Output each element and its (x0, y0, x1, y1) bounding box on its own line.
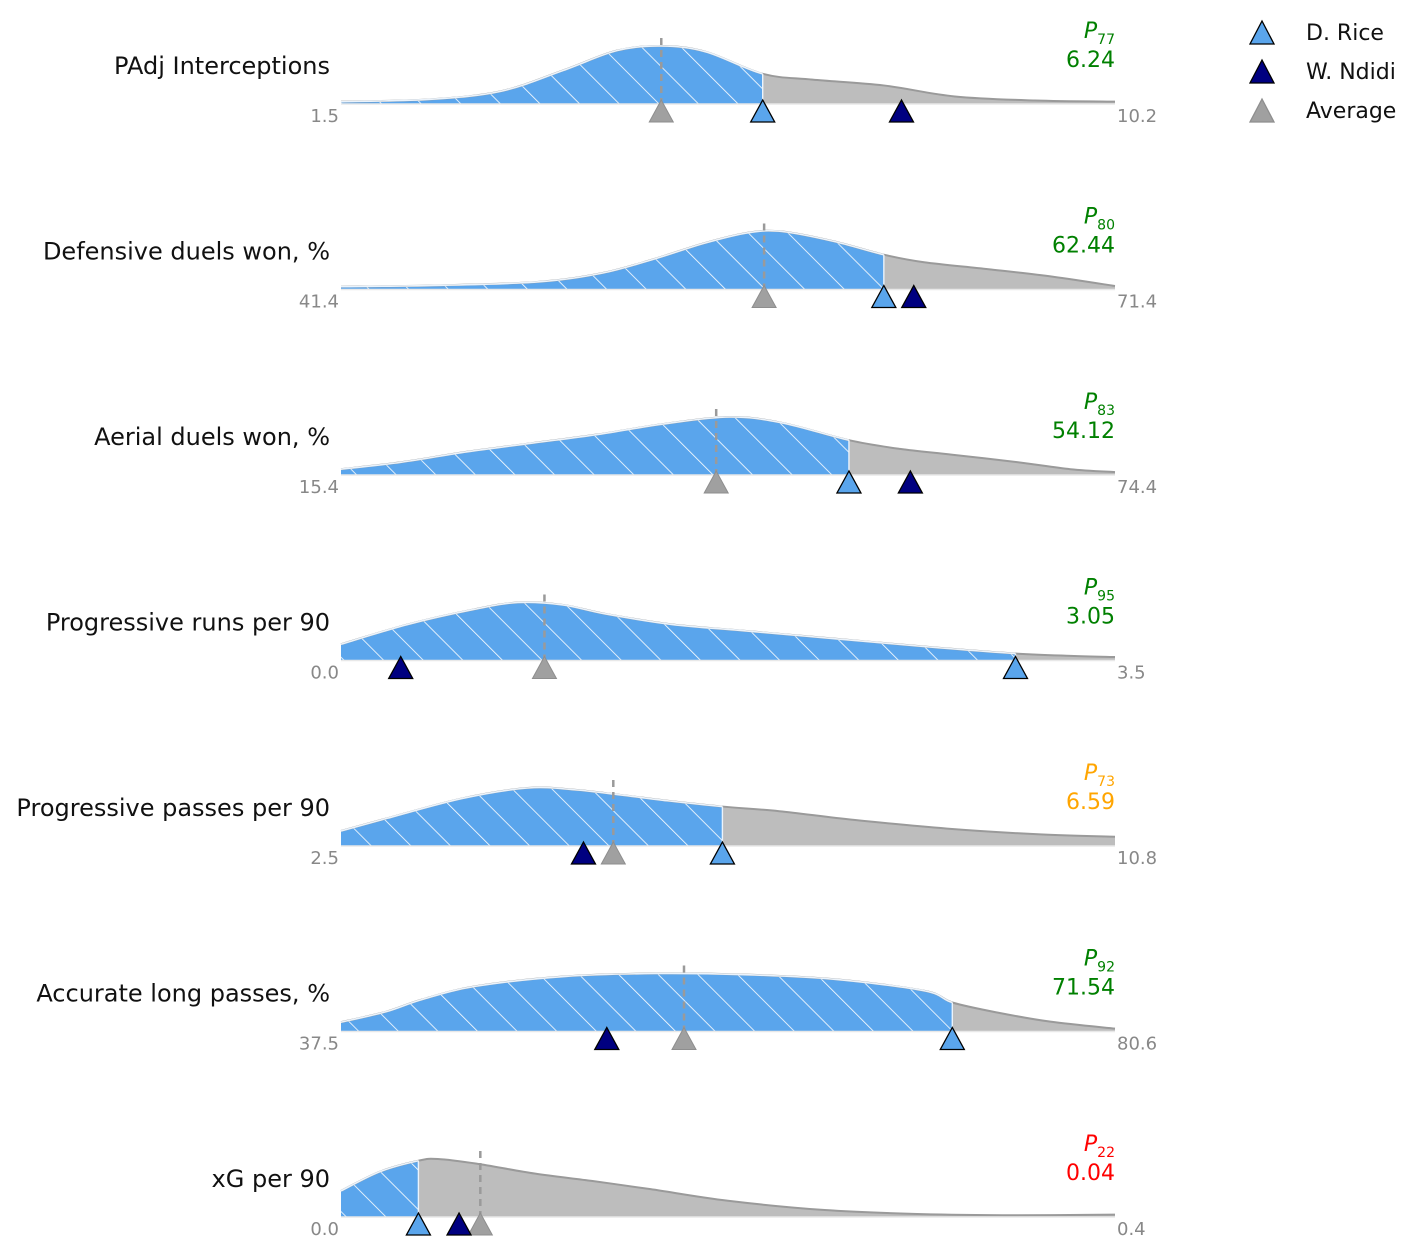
min-label: 15.4 (299, 477, 339, 498)
metric-label: Aerial duels won, % (94, 423, 330, 451)
average-marker (648, 98, 675, 123)
value-label: 62.44 (1052, 234, 1115, 259)
ndidi-marker (445, 1211, 473, 1236)
value-label: 71.54 (1052, 976, 1115, 1001)
legend: D. Rice W. Ndidi Average (1248, 19, 1396, 124)
max-label: 0.4 (1117, 1219, 1146, 1240)
ndidi-marker (387, 655, 414, 680)
percentile-label: P77 (1084, 19, 1115, 48)
percentile-highlight (341, 230, 884, 290)
ndidi-marker (888, 98, 915, 123)
percentile-label: P80 (1084, 205, 1115, 234)
min-label: 37.5 (299, 1034, 339, 1055)
percentile-highlight (341, 787, 723, 846)
legend-marker (1248, 58, 1276, 84)
metric-label: Defensive duels won, % (43, 238, 330, 266)
min-label: 2.5 (310, 848, 339, 869)
metric-label: Accurate long passes, % (36, 980, 330, 1008)
max-label: 71.4 (1117, 292, 1157, 313)
percentile-highlight (341, 973, 953, 1032)
max-label: 74.4 (1117, 477, 1157, 498)
min-label: 41.4 (299, 292, 339, 313)
percentile-highlight (341, 45, 763, 104)
average-marker (671, 1026, 697, 1050)
value-label: 54.12 (1052, 419, 1115, 444)
metric-label: PAdj Interceptions (114, 52, 330, 80)
rice-marker (749, 98, 776, 123)
average-marker (751, 284, 777, 308)
max-label: 10.8 (1117, 848, 1157, 869)
max-label: 80.6 (1117, 1034, 1157, 1055)
distribution-area (341, 1158, 1115, 1217)
percentile-highlight (341, 602, 1016, 661)
percentile-label: P95 (1084, 576, 1115, 605)
min-label: 1.5 (310, 106, 339, 127)
percentile-label: P73 (1084, 761, 1115, 790)
average-marker (531, 655, 558, 679)
value-label: 3.05 (1066, 605, 1115, 630)
rice-marker (870, 284, 897, 309)
percentile-highlight (341, 416, 849, 475)
value-label: 6.24 (1066, 48, 1115, 73)
legend-entry: Average (1306, 99, 1396, 124)
average-marker (600, 840, 627, 865)
legend-marker (1248, 97, 1276, 123)
percentile-highlight (341, 1160, 419, 1217)
rice-marker (835, 469, 863, 494)
legend-entry: W. Ndidi (1306, 60, 1396, 85)
metric-label: xG per 90 (212, 1165, 330, 1193)
ndidi-marker (897, 469, 924, 494)
ndidi-marker (570, 840, 597, 865)
value-label: 6.59 (1066, 790, 1115, 815)
min-label: 0.0 (310, 663, 339, 684)
rice-marker (709, 840, 736, 865)
legend-entry: D. Rice (1306, 21, 1384, 46)
min-label: 0.0 (310, 1219, 339, 1240)
metric-label: Progressive runs per 90 (46, 609, 330, 637)
ndidi-marker (593, 1026, 620, 1051)
percentile-label: P83 (1084, 390, 1115, 419)
legend-marker (1248, 19, 1276, 45)
rice-marker (405, 1211, 432, 1236)
max-label: 10.2 (1117, 106, 1157, 127)
rice-marker (1002, 655, 1029, 680)
value-label: 0.04 (1066, 1161, 1115, 1186)
metric-label: Progressive passes per 90 (16, 794, 330, 822)
ndidi-marker (900, 284, 927, 309)
rice-marker (939, 1026, 966, 1051)
percentile-label: P92 (1084, 947, 1115, 976)
percentile-label: P22 (1084, 1132, 1115, 1161)
average-marker (703, 469, 730, 494)
max-label: 3.5 (1117, 663, 1146, 684)
distribution-curve (340, 1157, 1116, 1217)
average-marker (467, 1211, 494, 1236)
